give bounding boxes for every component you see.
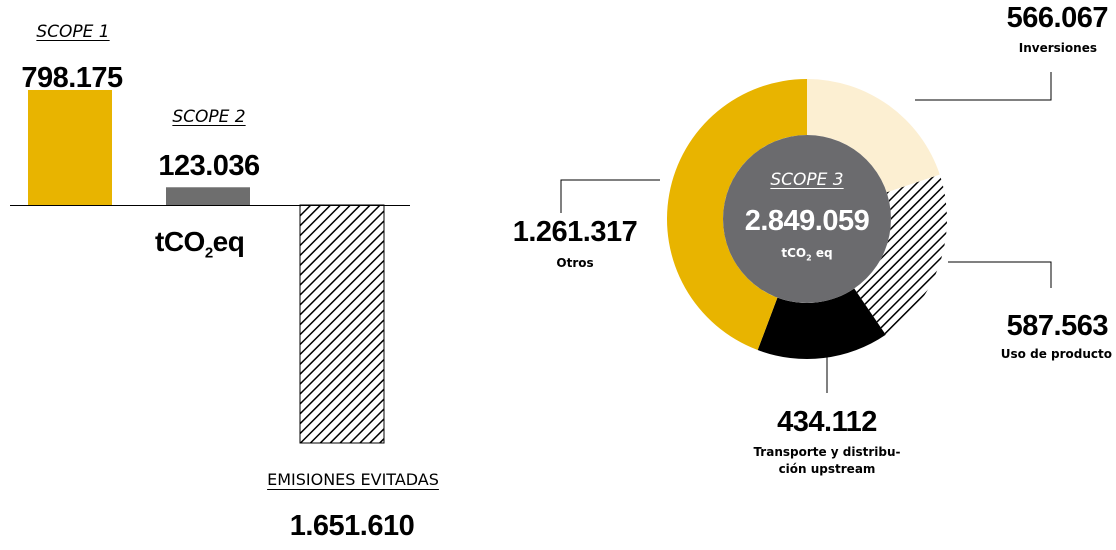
slice-uso-producto (854, 174, 947, 335)
scope2-value: 123.036 (158, 150, 260, 182)
inversiones-value: 566.067 (1006, 2, 1109, 34)
bar-emisiones-evitadas (299, 204, 385, 444)
scope1-label: SCOPE 1 (36, 22, 110, 42)
donut-center (723, 135, 891, 303)
leader-otros (560, 179, 660, 213)
leader-inversiones (915, 72, 1052, 101)
scope3-label: SCOPE 3 (770, 170, 844, 190)
scope2-label: SCOPE 2 (172, 107, 246, 127)
bar-scope1 (28, 89, 112, 205)
uso-producto-label: Uso de producto (1000, 347, 1112, 361)
transporte-label-line1: Transporte y distribu- (753, 445, 901, 459)
scope1-value: 798.175 (21, 62, 123, 94)
inversiones-label: Inversiones (1018, 41, 1097, 55)
uso-producto-value: 587.563 (1006, 310, 1109, 342)
scope3-unit: tCO2 eq (781, 246, 833, 263)
leader-uso-producto (948, 261, 1052, 288)
bar-scope2 (166, 187, 250, 205)
transporte-value: 434.112 (777, 406, 877, 438)
slice-otros (667, 79, 807, 351)
otros-label: Otros (556, 256, 594, 270)
otros-value: 1.261.317 (512, 216, 638, 248)
scope3-total: 2.849.059 (744, 205, 870, 237)
emisiones-evitadas-label: EMISIONES EVITADAS (267, 470, 439, 489)
transporte-label-line2: ción upstream (778, 462, 876, 476)
emisiones-evitadas-value: 1.651.610 (289, 510, 415, 542)
slice-inversiones (807, 79, 940, 193)
slice-transporte (757, 288, 886, 359)
unit-label: tCO2eq (155, 226, 245, 262)
